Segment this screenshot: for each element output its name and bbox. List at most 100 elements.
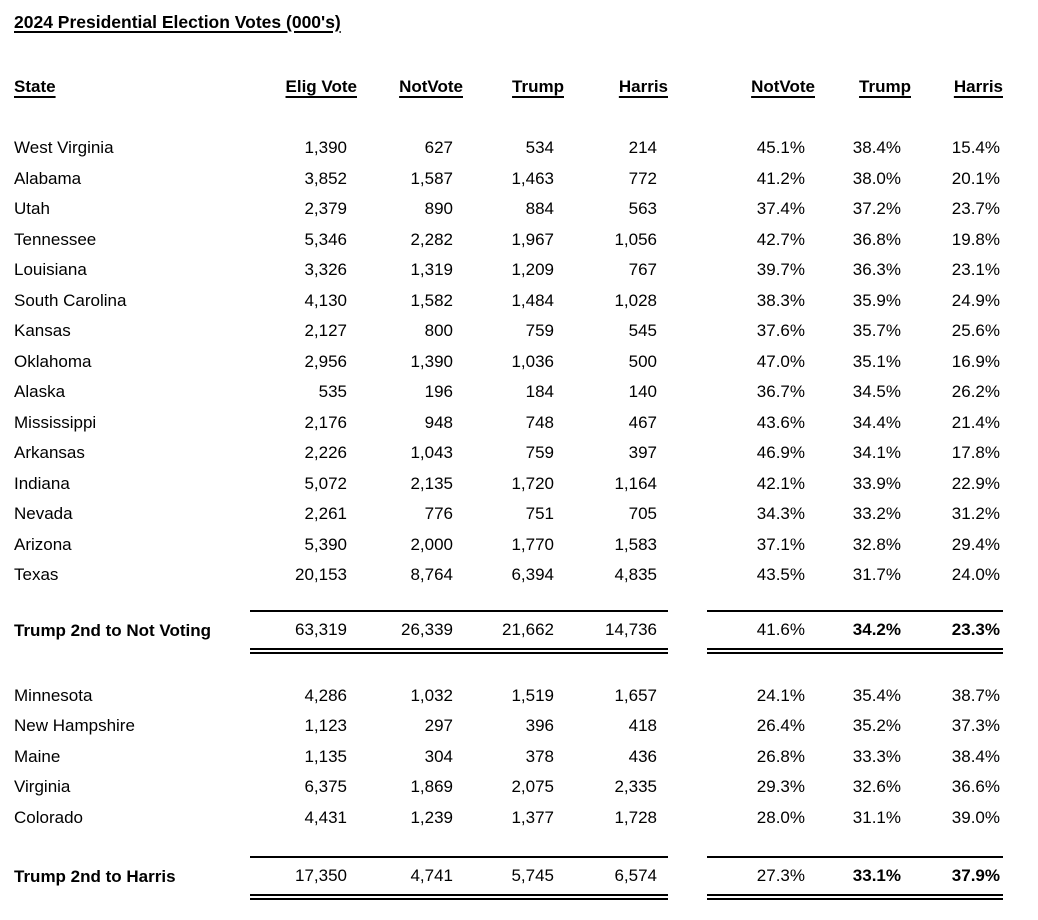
notvote-cell: 1,032 bbox=[410, 685, 453, 705]
notvote-pct-cell: 43.6% bbox=[756, 412, 805, 432]
col-header-elig-vote: Elig Vote bbox=[285, 77, 357, 96]
table-row: Arizona 5,390 2,000 1,770 1,583 37.1% 32… bbox=[0, 530, 1003, 561]
harris-pct-cell: 16.9% bbox=[951, 351, 1000, 371]
trump-cell: 6,394 bbox=[511, 565, 554, 585]
election-votes-table: State Elig Vote NotVote Trump Harris Not… bbox=[0, 75, 1003, 900]
trump-pct-cell: 34.1% bbox=[852, 443, 901, 463]
notvote-cell: 948 bbox=[424, 412, 453, 432]
trump-cell: 1,377 bbox=[511, 807, 554, 827]
column-gap bbox=[668, 75, 707, 97]
harris-pct-cell: 22.9% bbox=[951, 473, 1000, 493]
trump-cell: 751 bbox=[525, 504, 554, 524]
notvote-cell: 627 bbox=[424, 138, 453, 158]
column-gap bbox=[668, 611, 707, 651]
notvote-cell: 2,282 bbox=[410, 229, 453, 249]
section-1-rows: West Virginia 1,390 627 534 214 45.1% 38… bbox=[0, 133, 1003, 591]
col-header-harris-pct: Harris bbox=[953, 77, 1003, 96]
column-gap bbox=[668, 408, 707, 439]
notvote-cell: 196 bbox=[424, 382, 453, 402]
state-cell: Utah bbox=[14, 199, 50, 219]
trump-pct-cell: 36.8% bbox=[852, 229, 901, 249]
trump-cell: 1,967 bbox=[511, 229, 554, 249]
total-notvote-pct: 27.3% bbox=[707, 856, 815, 900]
harris-pct-cell: 24.9% bbox=[951, 290, 1000, 310]
trump-pct-cell: 33.2% bbox=[852, 504, 901, 524]
state-cell: Maine bbox=[14, 746, 61, 766]
notvote-pct-cell: 36.7% bbox=[756, 382, 805, 402]
harris-cell: 1,657 bbox=[614, 685, 657, 705]
section-2-total: Trump 2nd to Harris 17,350 4,741 5,745 6… bbox=[0, 856, 1003, 900]
harris-pct-cell: 15.4% bbox=[951, 138, 1000, 158]
column-gap bbox=[668, 499, 707, 530]
elig-vote-cell: 1,390 bbox=[304, 138, 347, 158]
harris-cell: 436 bbox=[628, 746, 657, 766]
elig-vote-cell: 2,226 bbox=[304, 443, 347, 463]
elig-vote-cell: 535 bbox=[318, 382, 347, 402]
trump-cell: 759 bbox=[525, 321, 554, 341]
harris-pct-cell: 25.6% bbox=[951, 321, 1000, 341]
total-harris-pct: 23.3% bbox=[911, 609, 1003, 654]
notvote-cell: 1,319 bbox=[410, 260, 453, 280]
notvote-pct-cell: 34.3% bbox=[756, 504, 805, 524]
spacer bbox=[0, 651, 1003, 681]
state-cell: Nevada bbox=[14, 504, 73, 524]
trump-pct-cell: 33.9% bbox=[852, 473, 901, 493]
harris-cell: 397 bbox=[628, 443, 657, 463]
total-notvote: 4,741 bbox=[357, 856, 463, 900]
state-cell: West Virginia bbox=[14, 138, 114, 158]
harris-pct-cell: 29.4% bbox=[951, 534, 1000, 554]
trump-cell: 534 bbox=[525, 138, 554, 158]
trump-pct-cell: 32.6% bbox=[852, 777, 901, 797]
notvote-cell: 890 bbox=[424, 199, 453, 219]
harris-cell: 1,056 bbox=[614, 229, 657, 249]
table-row: Minnesota 4,286 1,032 1,519 1,657 24.1% … bbox=[0, 681, 1003, 712]
state-cell: Tennessee bbox=[14, 229, 97, 249]
trump-cell: 1,036 bbox=[511, 351, 554, 371]
table-row: Virginia 6,375 1,869 2,075 2,335 29.3% 3… bbox=[0, 772, 1003, 803]
notvote-pct-cell: 37.6% bbox=[756, 321, 805, 341]
trump-pct-cell: 35.7% bbox=[852, 321, 901, 341]
state-cell: Oklahoma bbox=[14, 351, 92, 371]
harris-pct-cell: 39.0% bbox=[951, 807, 1000, 827]
spacer-row bbox=[0, 591, 1003, 611]
harris-cell: 767 bbox=[628, 260, 657, 280]
table-row: Mississippi 2,176 948 748 467 43.6% 34.4… bbox=[0, 408, 1003, 439]
total-harris: 14,736 bbox=[564, 609, 668, 654]
page-title: 2024 Presidential Election Votes (000's) bbox=[14, 12, 341, 32]
trump-cell: 884 bbox=[525, 199, 554, 219]
table-row: Tennessee 5,346 2,282 1,967 1,056 42.7% … bbox=[0, 225, 1003, 256]
table-row: Nevada 2,261 776 751 705 34.3% 33.2% 31.… bbox=[0, 499, 1003, 530]
trump-pct-cell: 36.3% bbox=[852, 260, 901, 280]
harris-pct-cell: 19.8% bbox=[951, 229, 1000, 249]
notvote-cell: 8,764 bbox=[410, 565, 453, 585]
harris-cell: 705 bbox=[628, 504, 657, 524]
harris-cell: 467 bbox=[628, 412, 657, 432]
notvote-pct-cell: 38.3% bbox=[756, 290, 805, 310]
trump-pct-cell: 35.9% bbox=[852, 290, 901, 310]
trump-cell: 396 bbox=[525, 716, 554, 736]
trump-pct-cell: 32.8% bbox=[852, 534, 901, 554]
trump-cell: 1,519 bbox=[511, 685, 554, 705]
spacer bbox=[0, 97, 1003, 133]
state-cell: Kansas bbox=[14, 321, 71, 341]
col-header-trump-pct: Trump bbox=[859, 77, 911, 96]
notvote-cell: 297 bbox=[424, 716, 453, 736]
notvote-pct-cell: 28.0% bbox=[756, 807, 805, 827]
harris-cell: 1,583 bbox=[614, 534, 657, 554]
state-cell: Alaska bbox=[14, 382, 66, 402]
table-row: Louisiana 3,326 1,319 1,209 767 39.7% 36… bbox=[0, 255, 1003, 286]
column-gap bbox=[668, 286, 707, 317]
state-cell: Texas bbox=[14, 565, 59, 585]
notvote-cell: 800 bbox=[424, 321, 453, 341]
col-header-state: State bbox=[14, 77, 56, 96]
harris-pct-cell: 38.7% bbox=[951, 685, 1000, 705]
spacer-row bbox=[0, 833, 1003, 857]
trump-cell: 1,209 bbox=[511, 260, 554, 280]
notvote-pct-cell: 45.1% bbox=[756, 138, 805, 158]
trump-pct-cell: 31.7% bbox=[852, 565, 901, 585]
elig-vote-cell: 5,072 bbox=[304, 473, 347, 493]
column-gap bbox=[668, 530, 707, 561]
table-row: Alaska 535 196 184 140 36.7% 34.5% 26.2% bbox=[0, 377, 1003, 408]
trump-pct-cell: 35.1% bbox=[852, 351, 901, 371]
notvote-cell: 304 bbox=[424, 746, 453, 766]
